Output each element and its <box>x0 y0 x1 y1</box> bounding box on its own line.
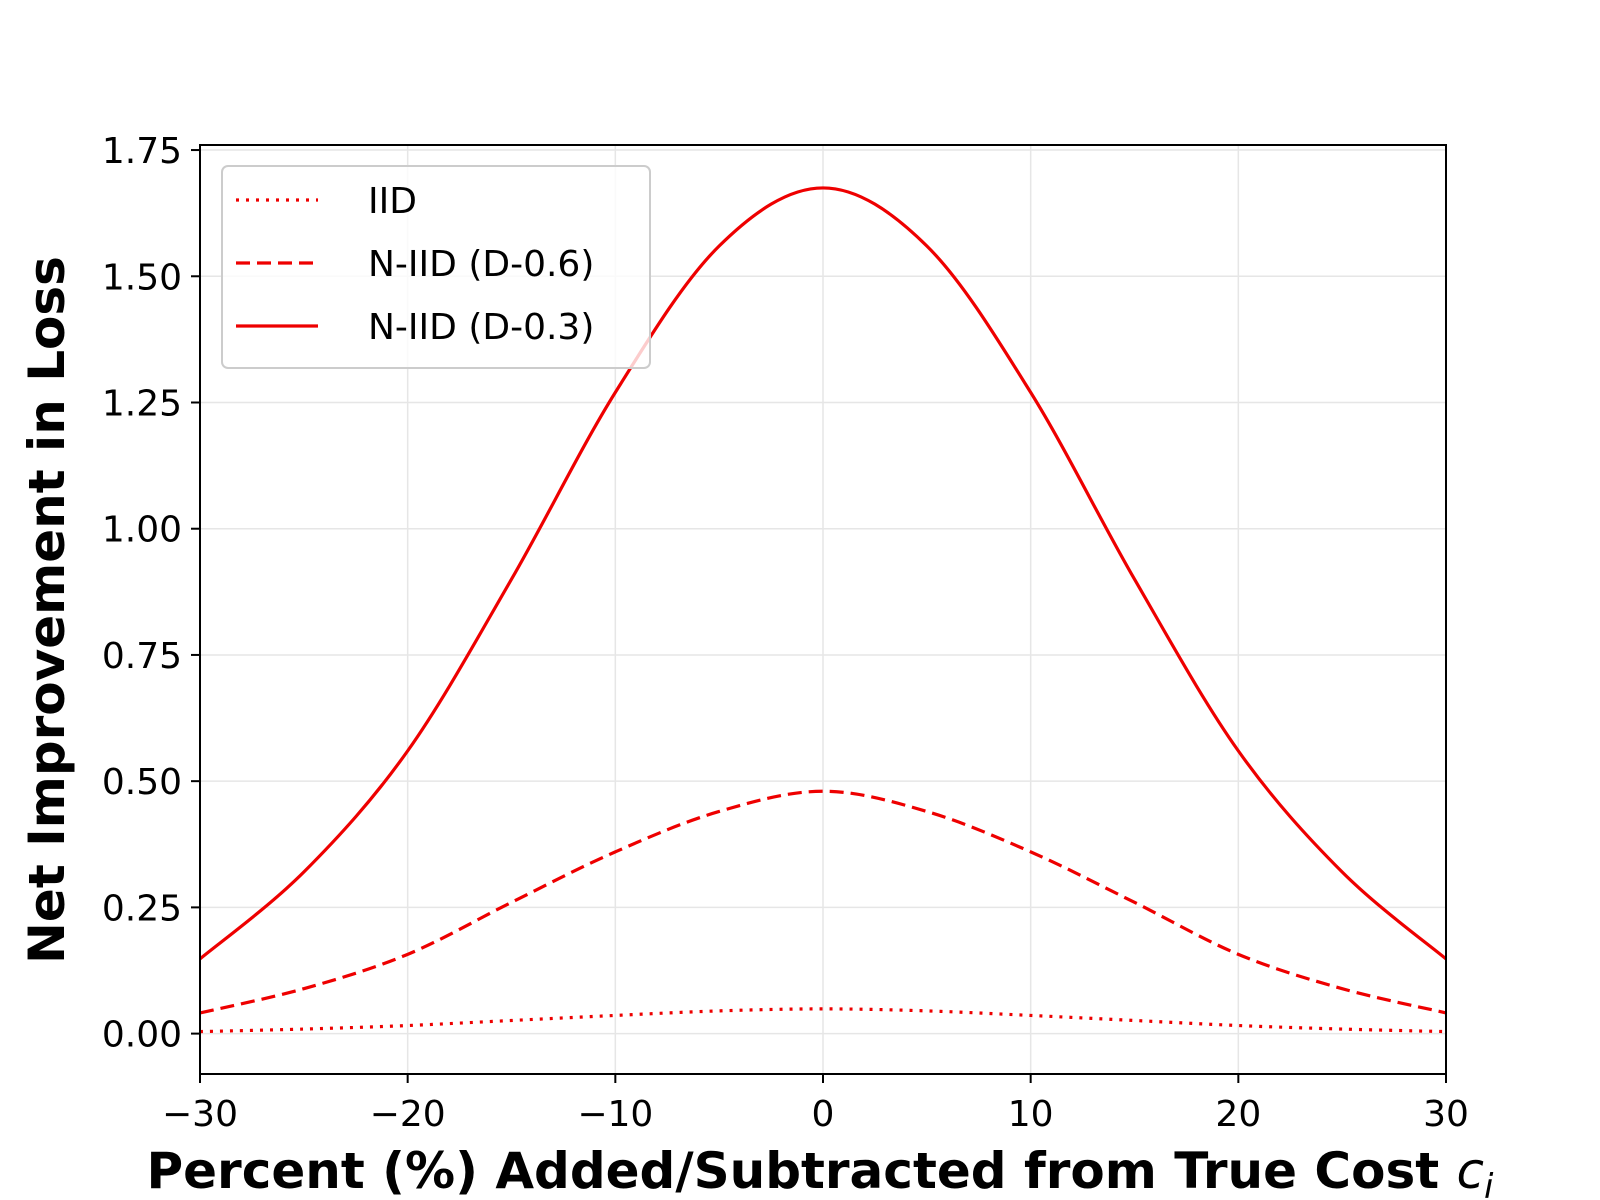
x-tick-label: −30 <box>162 1094 238 1135</box>
x-tick-label: 0 <box>812 1094 835 1135</box>
legend-label: N-IID (D-0.3) <box>368 307 594 348</box>
legend-label: IID <box>368 181 417 222</box>
x-tick-label: 30 <box>1423 1094 1469 1135</box>
x-axis-title: Percent (%) Added/Subtracted from True C… <box>146 1142 1494 1200</box>
y-tick-label: 0.50 <box>102 762 182 803</box>
y-tick-label: 1.75 <box>102 131 182 172</box>
y-axis-title: Net Improvement in Loss <box>18 256 76 964</box>
x-tick-label: 10 <box>1008 1094 1054 1135</box>
x-tick-label: −10 <box>577 1094 653 1135</box>
y-tick-label: 1.00 <box>102 510 182 551</box>
axis-ticks: −30 −20 −10 0 10 20 30 0.00 0.25 0.50 0.75 1.00 1.25… <box>102 131 1469 1135</box>
legend: IID N-IID (D-0.6) N-IID (D-0.3) <box>221 165 651 369</box>
y-tick-label: 0.75 <box>102 636 182 677</box>
y-tick-label: 1.25 <box>102 383 182 424</box>
x-tick-label: −20 <box>370 1094 446 1135</box>
y-tick-label: 0.00 <box>102 1015 182 1056</box>
x-tick-label: 20 <box>1215 1094 1261 1135</box>
y-tick-label: 0.25 <box>102 888 182 929</box>
legend-box <box>221 165 651 369</box>
legend-label: N-IID (D-0.6) <box>368 244 594 285</box>
y-tick-label: 1.50 <box>102 257 182 298</box>
